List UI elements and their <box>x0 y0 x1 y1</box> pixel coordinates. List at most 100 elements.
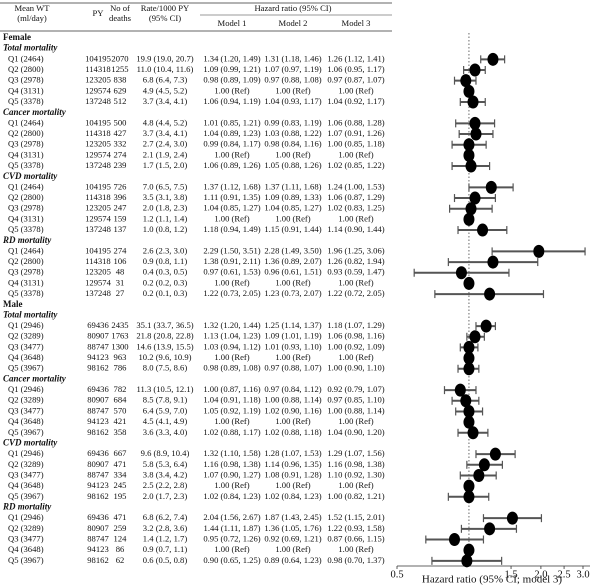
table-cell: 0.97 (0.84, 1.12) <box>264 384 321 394</box>
point-estimate <box>487 255 499 269</box>
table-cell: 1.23 (0.73, 2.07) <box>264 288 321 298</box>
group-title: CVD mortality <box>3 171 58 181</box>
table-cell: Q5 (3967) <box>8 491 44 501</box>
table-cell: 104195 <box>85 117 111 127</box>
point-estimate <box>463 479 475 493</box>
table-cell: 4.9 (4.5, 5.2) <box>143 85 188 95</box>
table-cell: 1.87 (1.43, 2.45) <box>264 512 321 522</box>
table-cell: 1.0 (0.8, 1.2) <box>143 224 188 234</box>
table-cell: 2.5 (2.2, 2.8) <box>143 480 188 490</box>
point-estimate <box>463 138 475 152</box>
table-cell: 1.32 (1.10, 1.58) <box>203 448 260 458</box>
table-cell: Q3 (2978) <box>8 267 44 277</box>
section-title: Male <box>3 299 23 309</box>
table-cell: 1.37 (1.11, 1.68) <box>265 181 322 191</box>
table-cell: 1.06 (0.94, 1.19) <box>203 96 260 106</box>
table-cell: 274 <box>114 245 128 255</box>
table-cell: 69436 <box>87 384 109 394</box>
table-cell: 274 <box>114 149 128 159</box>
table-cell: 1.04 (0.93, 1.17) <box>264 96 321 106</box>
table-cell: 3.8 (3.4, 4.2) <box>143 469 188 479</box>
table-cell: 94123 <box>87 352 108 362</box>
table-cell: 512 <box>114 96 127 106</box>
table-cell: 1.03 (0.88, 1.22) <box>264 128 321 138</box>
table-cell: 1.00 (Ref) <box>275 149 310 159</box>
table-cell: 1.02 (0.90, 1.16) <box>264 405 321 415</box>
group-title: Cancer mortality <box>3 374 67 384</box>
table-cell: Q3 (2978) <box>8 139 44 149</box>
table-cell: 1.15 (0.91, 1.44) <box>264 224 321 234</box>
table-cell: 6.4 (5.9, 7.0) <box>143 405 188 415</box>
header: deaths <box>109 13 132 23</box>
table-cell: 123205 <box>85 267 111 277</box>
table-cell: 1.00 (Ref) <box>214 213 249 223</box>
table-cell: 0.98 (0.89, 1.08) <box>203 363 260 373</box>
header: Model 3 <box>342 18 371 28</box>
table-cell: 114318 <box>85 192 110 202</box>
table-cell: 80907 <box>87 395 109 405</box>
table-cell: Q4 (3648) <box>8 352 44 362</box>
table-cell: 1.00 (Ref) <box>338 416 373 426</box>
point-estimate <box>467 426 479 440</box>
table-cell: 31 <box>116 277 125 287</box>
table-cell: 1.00 (Ref) <box>214 85 249 95</box>
table-cell: 1.44 (1.11, 1.87) <box>204 523 261 533</box>
table-cell: Q1 (2946) <box>8 512 44 522</box>
table-cell: 21.8 (20.8, 22.8) <box>136 331 193 341</box>
table-cell: 8.5 (7.8, 9.1) <box>143 395 188 405</box>
table-cell: 129574 <box>85 213 111 223</box>
table-cell: Q1 (2946) <box>8 448 44 458</box>
table-cell: 726 <box>114 181 128 191</box>
table-cell: 1.09 (1.01, 1.19) <box>264 331 321 341</box>
table-cell: 1.02 (0.84, 1.23) <box>264 491 321 501</box>
table-cell: 1.06 (0.89, 1.26) <box>203 160 260 170</box>
table-cell: 98162 <box>87 427 108 437</box>
point-estimate <box>533 244 545 258</box>
table-cell: 104195 <box>85 245 111 255</box>
table-cell: 129574 <box>85 277 111 287</box>
point-estimate <box>463 84 475 98</box>
point-estimate <box>448 532 460 546</box>
table-cell: 471 <box>114 512 127 522</box>
table-cell: 1.00 (Ref) <box>338 480 373 490</box>
table-cell: 1.18 (1.07, 1.29) <box>327 320 384 330</box>
table-cell: 11.0 (10.4, 11.6) <box>137 64 194 74</box>
table-cell: 1.4 (1.2, 1.7) <box>143 533 188 543</box>
point-estimate <box>463 404 475 418</box>
table-cell: Q5 (3378) <box>8 160 44 170</box>
table-cell: Q3 (3477) <box>8 533 44 543</box>
table-cell: 2.04 (1.56, 2.67) <box>203 512 260 522</box>
table-cell: Q5 (3967) <box>8 363 44 373</box>
table-cell: 3.5 (3.1, 3.8) <box>143 192 188 202</box>
table-cell: 1.00 (Ref) <box>338 149 373 159</box>
point-estimate <box>463 543 475 557</box>
point-estimate <box>484 287 496 301</box>
table-cell: 104195 <box>85 53 111 63</box>
table-cell: 9.6 (8.9, 10.4) <box>141 448 190 458</box>
table-cell: 1.29 (1.07, 1.56) <box>327 448 384 458</box>
point-estimate <box>463 362 475 376</box>
table-cell: 0.9 (0.8, 1.1) <box>143 256 188 266</box>
table-cell: 98162 <box>87 363 108 373</box>
table-cell: 2.28 (1.49, 3.50) <box>264 245 321 255</box>
table-cell: 3.2 (2.8, 3.6) <box>143 523 188 533</box>
table-cell: 1.00 (0.88, 1.14) <box>327 405 384 415</box>
table-cell: 1.00 (Ref) <box>338 277 373 287</box>
table-cell: 334 <box>114 469 128 479</box>
table-cell: 137 <box>114 224 128 234</box>
table-cell: 88747 <box>87 341 109 351</box>
table-cell: 247 <box>114 203 128 213</box>
table-cell: Q4 (3648) <box>8 480 44 490</box>
table-cell: 0.96 (0.61, 1.51) <box>264 267 321 277</box>
point-estimate <box>461 554 473 568</box>
table-cell: 80907 <box>87 523 109 533</box>
table-cell: 1.02 (0.83, 1.25) <box>327 203 384 213</box>
table-cell: 129574 <box>85 149 111 159</box>
table-cell: 1.00 (Ref) <box>338 544 373 554</box>
table-cell: 2.1 (1.9, 2.4) <box>143 149 188 159</box>
table-cell: 14.6 (13.9, 15.5) <box>136 341 193 351</box>
table-cell: 3.6 (3.3, 4.0) <box>143 427 188 437</box>
table-cell: 0.4 (0.3, 0.5) <box>143 267 188 277</box>
table-cell: Q2 (3289) <box>8 395 44 405</box>
table-cell: 1.7 (1.5, 2.0) <box>143 160 188 170</box>
